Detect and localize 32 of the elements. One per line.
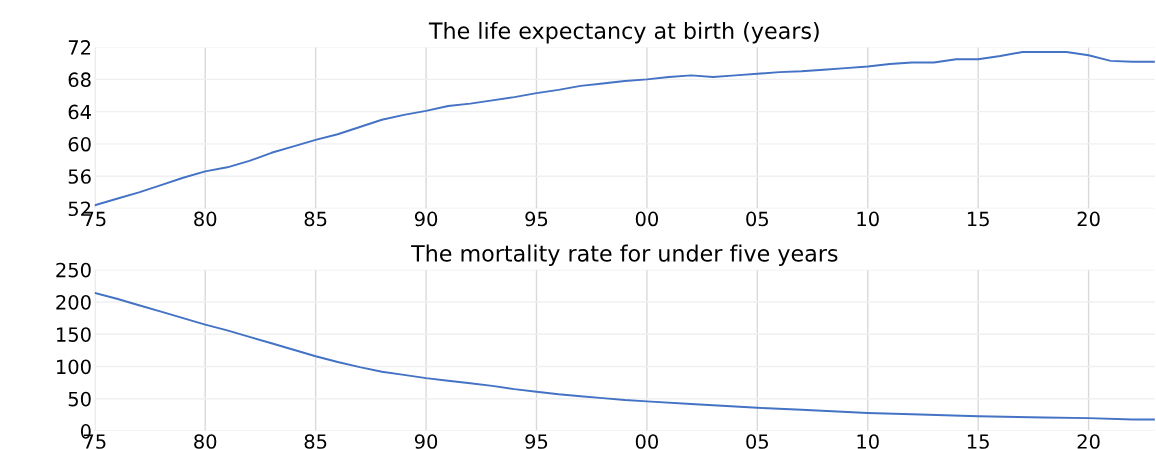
x-tick-label: 85 — [304, 434, 327, 449]
x-tick-label: 95 — [525, 434, 548, 449]
y-tick-label: 150 — [57, 327, 91, 342]
x-tick-label: 10 — [857, 211, 879, 227]
x-tick-label: 10 — [857, 434, 879, 449]
x-tick-label: 00 — [635, 211, 658, 227]
y-tick-label: 60 — [68, 136, 91, 152]
x-tick-label: 05 — [746, 211, 768, 227]
y-tick-label: 250 — [56, 262, 91, 278]
line-series — [94, 292, 1155, 421]
chart-title: The life expectancy at birth (years) — [428, 21, 819, 44]
x-tick-label: 90 — [414, 211, 438, 227]
x-tick-label: 20 — [1077, 211, 1100, 227]
x-tick-label: 20 — [1077, 434, 1100, 449]
x-tick-label: 80 — [194, 211, 217, 227]
y-tick-label: 100 — [57, 359, 91, 375]
y-tick-label: 200 — [56, 294, 91, 310]
x-tick-label: 95 — [525, 211, 548, 227]
y-tick-label: 72 — [68, 40, 91, 55]
x-tick-label: 15 — [967, 211, 989, 227]
x-tick-label: 80 — [194, 434, 217, 449]
x-tick-label: 90 — [414, 434, 438, 449]
y-tick-label: 64 — [68, 104, 91, 120]
x-tick-label: 00 — [635, 434, 658, 449]
chart-title: The mortality rate for under five years — [411, 244, 838, 267]
x-tick-label: 15 — [967, 434, 989, 449]
y-tick-label: 68 — [68, 72, 91, 88]
y-tick-label: 50 — [68, 391, 91, 407]
y-tick-label: 56 — [68, 169, 91, 184]
line-series — [94, 51, 1155, 207]
x-tick-label: 05 — [746, 434, 768, 449]
x-tick-label: 85 — [304, 211, 327, 227]
